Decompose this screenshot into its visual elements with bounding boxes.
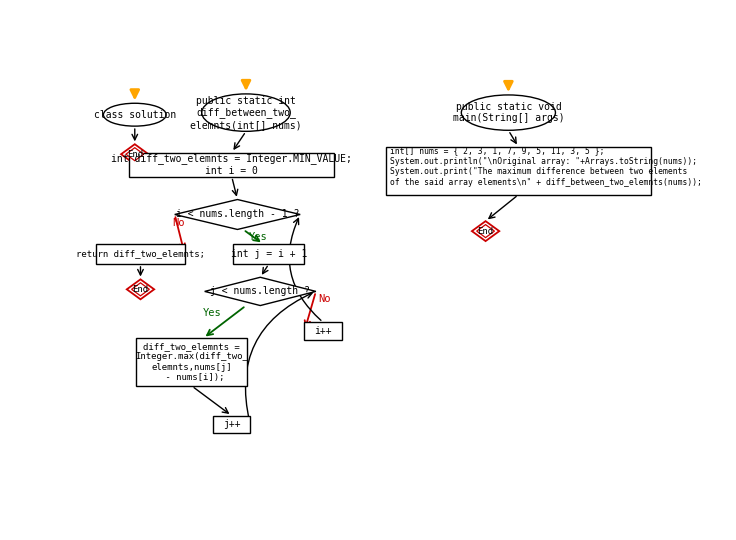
Polygon shape xyxy=(174,199,300,230)
Text: int diff_two_elemnts = Integer.MIN_VALUE;
int i = 0: int diff_two_elemnts = Integer.MIN_VALUE… xyxy=(111,153,353,176)
Text: int j = i + 1: int j = i + 1 xyxy=(230,249,307,259)
Text: End: End xyxy=(132,285,149,294)
Text: i < nums.length - 1 ?: i < nums.length - 1 ? xyxy=(176,210,299,219)
Polygon shape xyxy=(132,283,149,296)
Text: public static int
diff_between_two_
elemnts(int[] nums): public static int diff_between_two_ elem… xyxy=(190,96,302,130)
Text: j++: j++ xyxy=(223,420,241,429)
FancyBboxPatch shape xyxy=(96,244,185,264)
Text: diff_two_elemnts =
Integer.max(diff_two_
elemnts,nums[j]
 - nums[i]);: diff_two_elemnts = Integer.max(diff_two_… xyxy=(135,342,248,382)
Polygon shape xyxy=(205,277,316,306)
Ellipse shape xyxy=(103,103,166,126)
FancyBboxPatch shape xyxy=(136,338,247,386)
FancyBboxPatch shape xyxy=(386,147,651,195)
Polygon shape xyxy=(472,221,499,241)
Text: No: No xyxy=(319,294,331,304)
Ellipse shape xyxy=(202,94,290,131)
Text: int[] nums = { 2, 3, 1, 7, 9, 5, 11, 3, 5 };
System.out.println("\nOriginal arra: int[] nums = { 2, 3, 1, 7, 9, 5, 11, 3, … xyxy=(390,146,702,187)
Text: i++: i++ xyxy=(314,326,332,336)
FancyBboxPatch shape xyxy=(213,416,250,433)
Polygon shape xyxy=(127,279,154,299)
Text: class solution: class solution xyxy=(93,110,176,120)
Text: End: End xyxy=(478,227,494,235)
Text: Yes: Yes xyxy=(203,308,222,318)
Polygon shape xyxy=(126,148,144,161)
Text: return diff_two_elemnts;: return diff_two_elemnts; xyxy=(76,249,205,259)
Text: public static void
main(String[] args): public static void main(String[] args) xyxy=(453,102,565,124)
Text: Yes: Yes xyxy=(249,232,268,242)
Text: j < nums.length ?: j < nums.length ? xyxy=(210,286,310,296)
FancyBboxPatch shape xyxy=(129,152,334,177)
Ellipse shape xyxy=(461,95,556,130)
FancyBboxPatch shape xyxy=(305,322,342,340)
FancyBboxPatch shape xyxy=(233,244,305,264)
Polygon shape xyxy=(477,225,495,238)
Polygon shape xyxy=(121,144,149,164)
Text: End: End xyxy=(127,150,143,159)
Text: No: No xyxy=(171,218,184,228)
